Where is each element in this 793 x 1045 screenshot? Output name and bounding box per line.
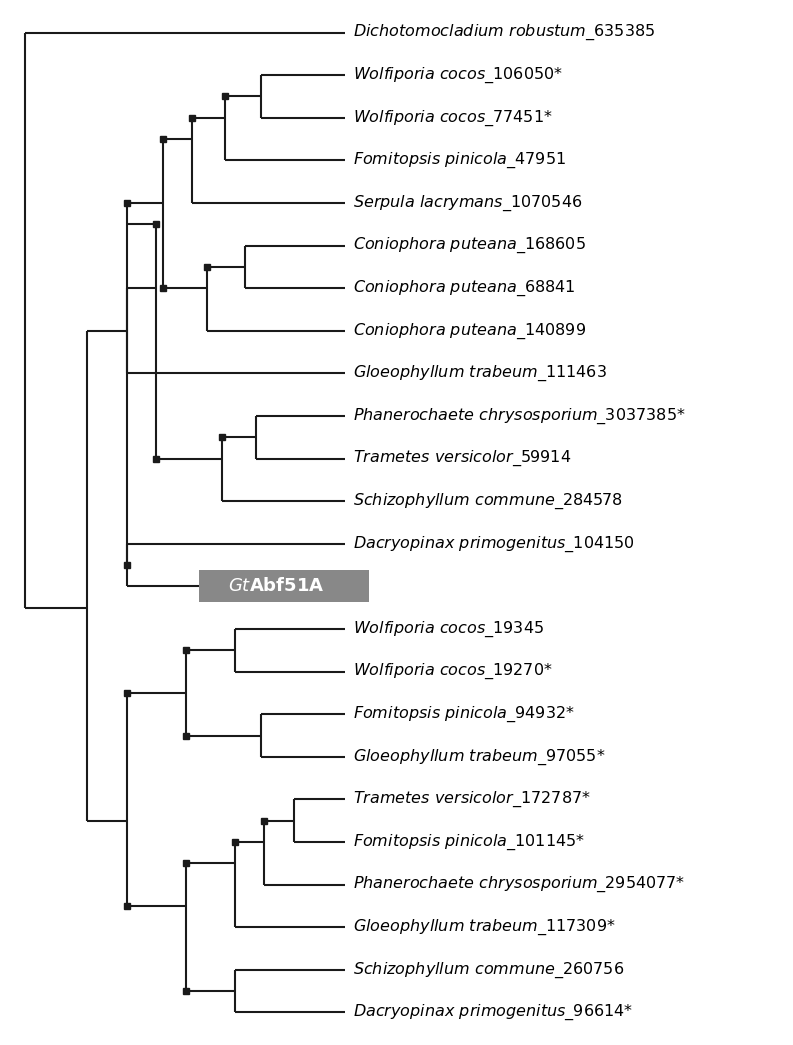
Text: $\it{Gloeophyllum\ trabeum}$_117309*: $\it{Gloeophyllum\ trabeum}$_117309* bbox=[353, 918, 615, 937]
Text: $\it{Fomitopsis\ pinicola}$_101145*: $\it{Fomitopsis\ pinicola}$_101145* bbox=[353, 832, 584, 852]
Text: $\it{Trametes\ versicolor}$_59914: $\it{Trametes\ versicolor}$_59914 bbox=[353, 449, 571, 468]
Text: $\it{Wolfiporia\ cocos}$_77451*: $\it{Wolfiporia\ cocos}$_77451* bbox=[353, 108, 553, 127]
Text: $\it{Schizophyllum\ commune}$_260756: $\it{Schizophyllum\ commune}$_260756 bbox=[353, 960, 624, 979]
Text: $\it{Schizophyllum\ commune}$_284578: $\it{Schizophyllum\ commune}$_284578 bbox=[353, 491, 623, 511]
Text: $\it{Wolfiporia\ cocos}$_19345: $\it{Wolfiporia\ cocos}$_19345 bbox=[353, 620, 544, 638]
Text: $\it{Coniophora\ puteana}$_140899: $\it{Coniophora\ puteana}$_140899 bbox=[353, 321, 586, 341]
FancyBboxPatch shape bbox=[199, 571, 370, 602]
Text: $\it{Dacryopinax\ primogenitus}$_104150: $\it{Dacryopinax\ primogenitus}$_104150 bbox=[353, 534, 634, 554]
Text: $\it{Fomitopsis\ pinicola}$_94932*: $\it{Fomitopsis\ pinicola}$_94932* bbox=[353, 704, 575, 724]
Text: $\it{Coniophora\ puteana}$_68841: $\it{Coniophora\ puteana}$_68841 bbox=[353, 279, 576, 298]
Text: $\it{Serpula\ lacrymans}$_1070546: $\it{Serpula\ lacrymans}$_1070546 bbox=[353, 193, 582, 213]
Text: $\it{Trametes\ versicolor}$_172787*: $\it{Trametes\ versicolor}$_172787* bbox=[353, 790, 591, 809]
Text: $\it{Fomitopsis\ pinicola}$_47951: $\it{Fomitopsis\ pinicola}$_47951 bbox=[353, 150, 565, 170]
Text: $\it{Wolfiporia\ cocos}$_19270*: $\it{Wolfiporia\ cocos}$_19270* bbox=[353, 661, 553, 681]
Text: $\mathit{Gt}$$\mathbf{Abf51A}$: $\mathit{Gt}$$\mathbf{Abf51A}$ bbox=[228, 578, 324, 596]
Text: $\it{Wolfiporia\ cocos}$_106050*: $\it{Wolfiporia\ cocos}$_106050* bbox=[353, 66, 563, 85]
Text: $\it{Coniophora\ puteana}$_168605: $\it{Coniophora\ puteana}$_168605 bbox=[353, 236, 585, 255]
Text: $\it{Dichotomocladium\ robustum}$_635385: $\it{Dichotomocladium\ robustum}$_635385 bbox=[353, 23, 655, 42]
Text: $\it{Gloeophyllum\ trabeum}$_97055*: $\it{Gloeophyllum\ trabeum}$_97055* bbox=[353, 747, 605, 766]
Text: $\it{Dacryopinax\ primogenitus}$_96614*: $\it{Dacryopinax\ primogenitus}$_96614* bbox=[353, 1003, 633, 1022]
Text: $\it{Phanerochaete\ chrysosporium}$_2954077*: $\it{Phanerochaete\ chrysosporium}$_2954… bbox=[353, 875, 685, 895]
Text: $\it{Gloeophyllum\ trabeum}$_111463: $\it{Gloeophyllum\ trabeum}$_111463 bbox=[353, 364, 607, 384]
Text: $\it{Phanerochaete\ chrysosporium}$_3037385*: $\it{Phanerochaete\ chrysosporium}$_3037… bbox=[353, 407, 685, 425]
